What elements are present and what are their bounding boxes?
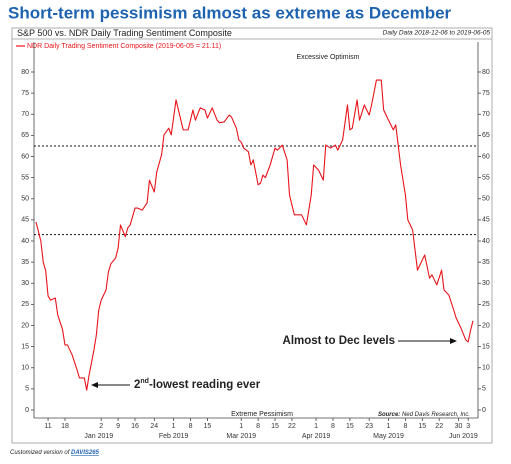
x-tick-label: 2 — [99, 423, 103, 430]
y-tick-label-right: 35 — [482, 259, 490, 266]
x-tick-label: 3 — [466, 423, 470, 430]
chart-title: Short-term pessimism almost as extreme a… — [8, 3, 452, 22]
x-tick-label: 15 — [204, 423, 212, 430]
x-month-label: Jan 2019 — [84, 433, 113, 440]
y-tick-label-right: 5 — [482, 386, 486, 393]
y-tick-label-right: 45 — [482, 217, 490, 224]
x-tick-label: 9 — [116, 423, 120, 430]
y-tick-label-right: 0 — [482, 407, 486, 414]
x-tick-label: 15 — [346, 423, 354, 430]
x-tick-label: 1 — [314, 423, 318, 430]
x-tick-label: 22 — [288, 423, 296, 430]
x-tick-label: 8 — [331, 423, 335, 430]
y-tick-label: 15 — [21, 343, 29, 350]
series-line — [35, 79, 474, 391]
x-tick-label: 16 — [131, 423, 139, 430]
y-tick-label-right: 15 — [482, 343, 490, 350]
x-tick-label: 1 — [387, 423, 391, 430]
x-month-label: May 2019 — [373, 433, 404, 440]
y-tick-label-right: 30 — [482, 280, 490, 287]
y-tick-label: 60 — [21, 153, 29, 160]
x-tick-label: 8 — [256, 423, 260, 430]
x-tick-label: 30 — [455, 423, 463, 430]
y-tick-label: 30 — [21, 280, 29, 287]
y-tick-label: 10 — [21, 365, 29, 372]
x-month-label: Apr 2019 — [302, 433, 331, 440]
chart-frame — [11, 27, 493, 444]
annotation-arrowhead — [450, 338, 457, 344]
x-month-label: Jun 2019 — [449, 433, 478, 440]
annotation: 2nd-lowest reading ever — [134, 378, 261, 391]
y-tick-label: 55 — [21, 174, 29, 181]
annotation-part: 2 — [134, 379, 140, 391]
source-label: Source: — [378, 412, 400, 418]
bottom-label: Extreme Pessimism — [231, 411, 293, 418]
chart-subtitle: S&P 500 vs. NDR Daily Trading Sentiment … — [17, 28, 232, 38]
y-tick-label: 65 — [21, 132, 29, 139]
y-tick-label-right: 40 — [482, 238, 490, 245]
source: Source: Ned Davis Research, Inc. — [378, 412, 470, 418]
y-tick-label-right: 10 — [482, 365, 490, 372]
x-tick-label: 1 — [172, 423, 176, 430]
y-tick-label: 40 — [21, 238, 29, 245]
y-tick-label-right: 70 — [482, 111, 490, 118]
footer-link: DAVIS265 — [71, 450, 100, 456]
y-tick-label: 0 — [25, 407, 29, 414]
y-tick-label: 50 — [21, 196, 29, 203]
x-tick-label: 23 — [365, 423, 373, 430]
y-tick-label: 75 — [21, 90, 29, 97]
annotation: Almost to Dec levels — [283, 335, 395, 347]
x-tick-label: 18 — [61, 423, 69, 430]
y-tick-label-right: 60 — [482, 153, 490, 160]
x-tick-label: 1 — [239, 423, 243, 430]
x-tick-label: 15 — [418, 423, 426, 430]
y-tick-label-right: 50 — [482, 196, 490, 203]
legend-label: NDR Daily Trading Sentiment Composite (2… — [27, 43, 221, 50]
top-label: Excessive Optimism — [296, 54, 359, 61]
date-range: Daily Data 2018-12-06 to 2019-06-05 — [383, 30, 491, 37]
annotation-sup: nd — [140, 378, 149, 385]
y-tick-label-right: 20 — [482, 322, 490, 329]
y-tick-label: 80 — [21, 69, 29, 76]
footer-prefix: Customized version of — [10, 450, 71, 456]
y-tick-label: 45 — [21, 217, 29, 224]
x-tick-label: 11 — [44, 423, 51, 430]
annotation-arrowhead — [91, 382, 98, 388]
x-tick-label: 8 — [189, 423, 193, 430]
y-tick-label-right: 65 — [482, 132, 490, 139]
y-tick-label: 5 — [25, 386, 29, 393]
y-tick-label: 70 — [21, 111, 29, 118]
source-text: Ned Davis Research, Inc. — [402, 412, 470, 418]
y-tick-label-right: 55 — [482, 174, 490, 181]
x-tick-label: 8 — [403, 423, 407, 430]
footer: Customized version of DAVIS265 — [10, 450, 100, 456]
x-month-label: Mar 2019 — [226, 433, 256, 440]
x-month-label: Feb 2019 — [159, 433, 189, 440]
y-tick-label: 35 — [21, 259, 29, 266]
annotation-part: -lowest reading ever — [149, 379, 261, 391]
y-tick-label-right: 80 — [482, 69, 490, 76]
y-tick-label: 20 — [21, 322, 29, 329]
x-tick-label: 22 — [435, 423, 443, 430]
y-tick-label-right: 25 — [482, 301, 490, 308]
x-tick-label: 15 — [271, 423, 279, 430]
x-tick-label: 24 — [150, 423, 158, 430]
y-tick-label: 25 — [21, 301, 29, 308]
y-tick-label-right: 75 — [482, 90, 490, 97]
